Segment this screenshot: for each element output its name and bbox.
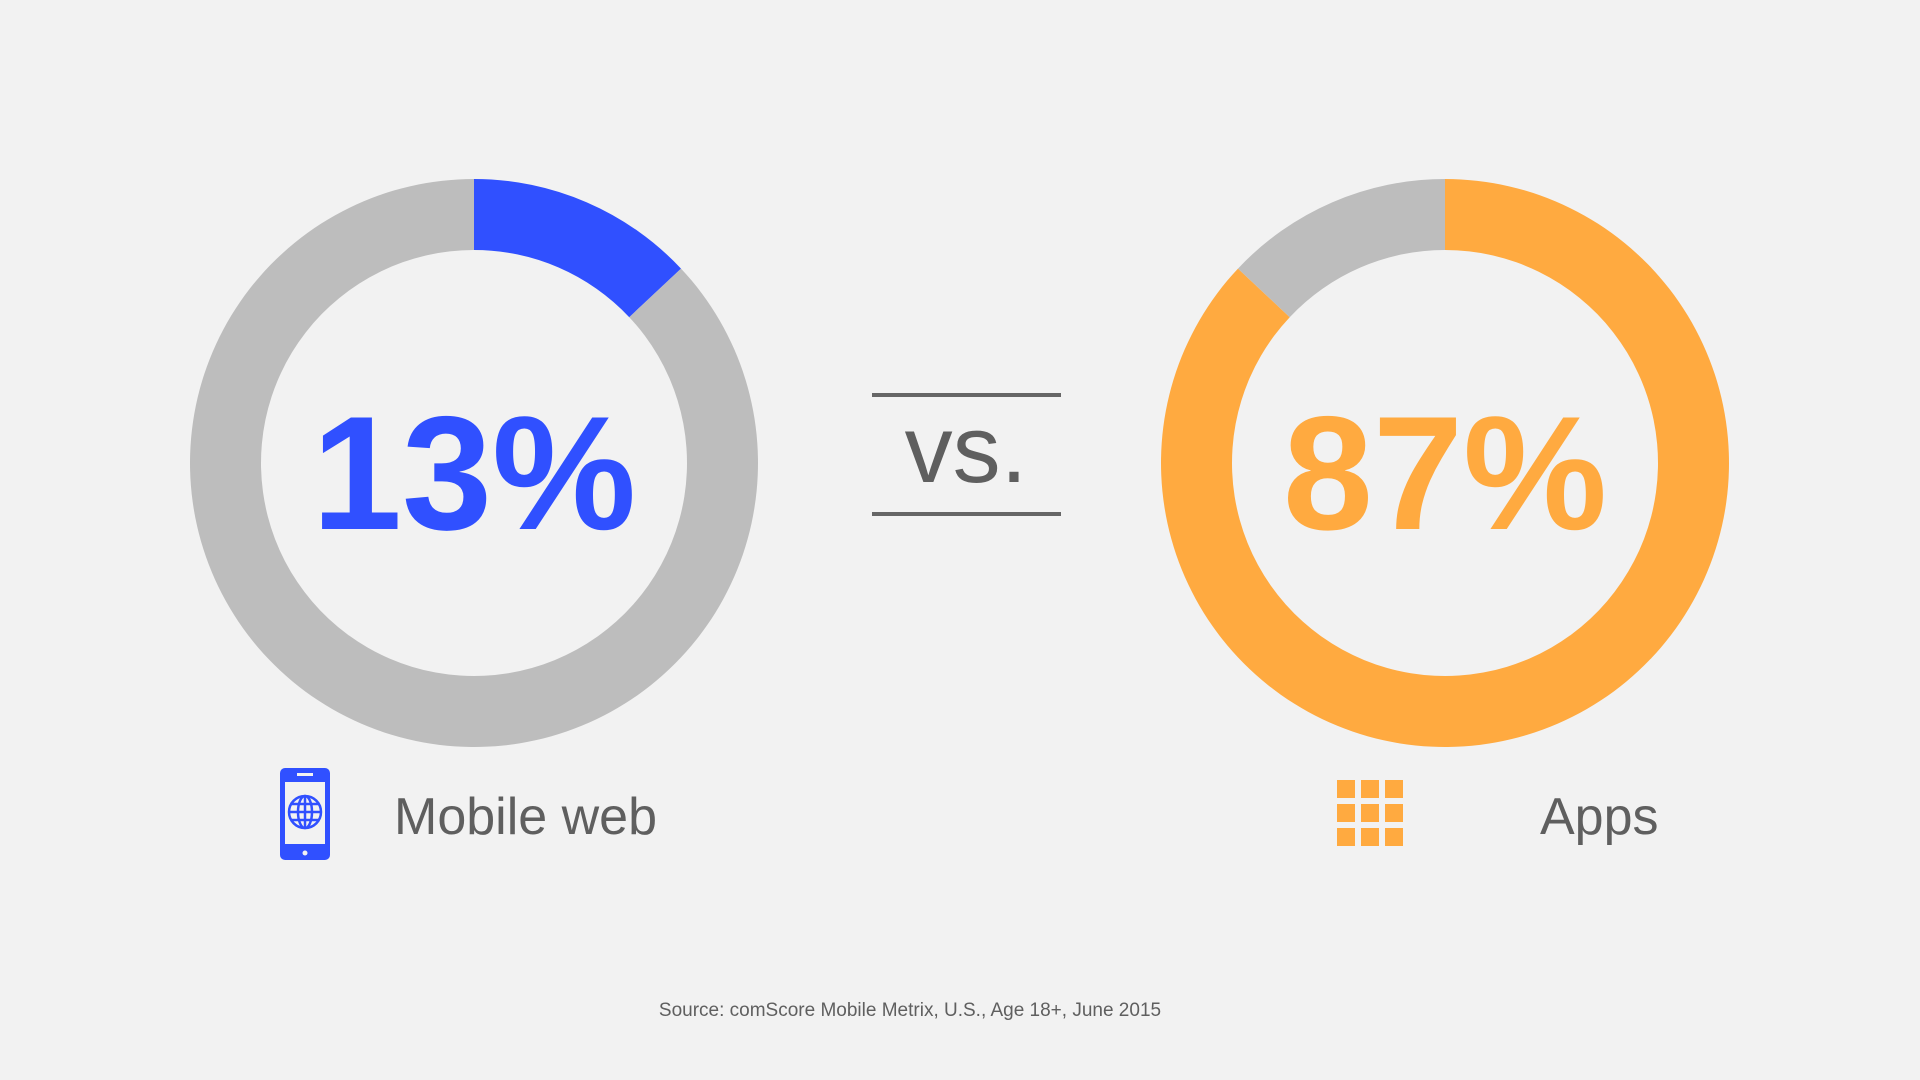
center-label-mobile-web: 13% (312, 383, 636, 564)
donut-slice-highlight (474, 179, 682, 318)
app-grid-cell (1361, 804, 1379, 822)
app-grid-icon (1337, 780, 1403, 846)
mobile-globe-icon (280, 768, 330, 860)
app-grid-cell (1385, 828, 1403, 846)
source-note: Source: comScore Mobile Metrix, U.S., Ag… (658, 1000, 1162, 1021)
app-grid-cell (1337, 804, 1355, 822)
vs-label: vs. (905, 396, 1028, 503)
donut-apps (1160, 179, 1729, 747)
app-grid-cell (1337, 780, 1355, 798)
center-label-apps: 87% (1283, 383, 1607, 564)
category-label-apps: Apps (1540, 788, 1659, 846)
app-grid-cell (1385, 780, 1403, 798)
donut-slice-remainder (1237, 179, 1445, 318)
app-grid-cell (1361, 780, 1379, 798)
app-grid-cell (1337, 828, 1355, 846)
donut-mobile-web (189, 179, 759, 747)
app-grid-cell (1385, 804, 1403, 822)
category-label-mobile-web: Mobile web (394, 788, 658, 846)
app-grid-cell (1361, 828, 1379, 846)
